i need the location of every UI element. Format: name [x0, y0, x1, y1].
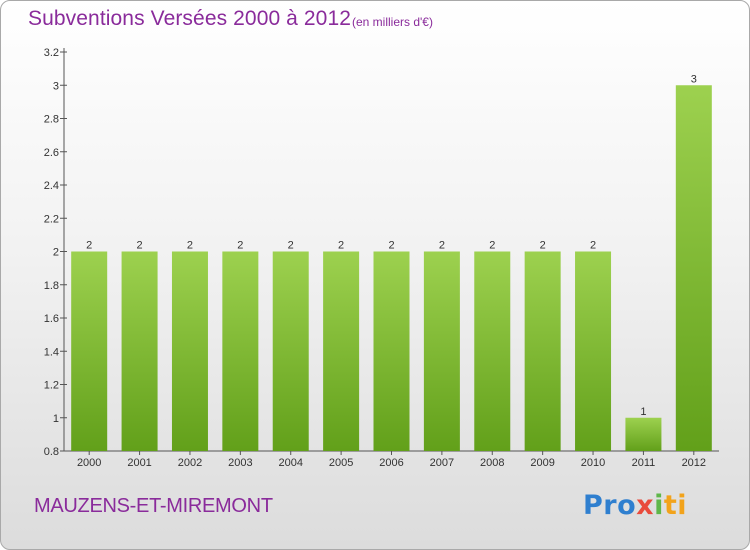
data-label: 2 — [590, 240, 596, 252]
bar-2012 — [675, 85, 712, 451]
bar-2008 — [474, 251, 511, 451]
commune-name: MAUZENS-ET-MIREMONT — [34, 495, 273, 517]
x-tick-label: 2010 — [581, 457, 605, 469]
x-tick-label: 2007 — [430, 457, 454, 469]
chart-title: Subventions Versées 2000 à 2012 — [28, 7, 352, 30]
logo-part-2: x — [636, 490, 655, 521]
data-label: 2 — [439, 240, 445, 252]
bar-2001 — [121, 251, 158, 451]
y-tick-label: 2.2 — [44, 213, 59, 225]
y-tick-label: 1.8 — [44, 280, 59, 292]
data-label: 2 — [338, 240, 344, 252]
y-tick-label: 1.2 — [44, 380, 59, 392]
logo-part-1: Pro — [583, 490, 637, 521]
data-label: 2 — [187, 240, 193, 252]
x-tick-label: 2005 — [329, 457, 353, 469]
y-tick-label: 3 — [53, 80, 59, 92]
y-tick-label: 1 — [53, 413, 59, 425]
data-label: 2 — [288, 240, 294, 252]
x-tick-label: 2004 — [278, 457, 302, 469]
bar-2011 — [625, 417, 662, 451]
x-tick-label: 2011 — [632, 457, 656, 469]
logo-part-3: i — [654, 490, 664, 521]
data-label: 2 — [237, 240, 243, 252]
y-tick-label: 2 — [53, 247, 59, 259]
x-tick-label: 2002 — [178, 457, 202, 469]
y-tick-label: 2.4 — [44, 180, 59, 192]
y-tick-label: 1.4 — [44, 346, 59, 358]
labels: 2000 2 2001 2 2002 2 2003 2 2004 2 2005 2 2006 2 2007 2… — [77, 73, 706, 469]
x-tick-label: 2003 — [228, 457, 252, 469]
data-label: 2 — [137, 240, 143, 252]
y-tick-label: 0.8 — [44, 446, 59, 458]
bar-2005 — [323, 251, 360, 451]
data-label: 2 — [86, 240, 92, 252]
x-tick-label: 2006 — [379, 457, 403, 469]
x-tick-label: 2000 — [77, 457, 101, 469]
bar-2004 — [272, 251, 309, 451]
y-tick-label: 2.6 — [44, 147, 59, 159]
x-tick-label: 2009 — [530, 457, 554, 469]
logo-part-4: ti — [663, 490, 688, 521]
bar-2009 — [524, 251, 561, 451]
data-label: 2 — [388, 240, 394, 252]
y-tick-label: 1.6 — [44, 313, 59, 325]
x-tick-label: 2008 — [480, 457, 504, 469]
data-label: 2 — [540, 240, 546, 252]
bar-2003 — [222, 251, 259, 451]
x-tick-label: 2001 — [127, 457, 151, 469]
proxiti-logo: Proxiti — [583, 490, 687, 521]
bar-2002 — [171, 251, 208, 451]
data-label: 1 — [640, 406, 646, 418]
x-tick-label: 2012 — [682, 457, 706, 469]
data-label: 2 — [489, 240, 495, 252]
bar-2006 — [373, 251, 410, 451]
bars — [71, 85, 712, 451]
bar-2007 — [423, 251, 460, 451]
bar-2010 — [575, 251, 612, 451]
y-tick-label: 2.8 — [44, 114, 59, 126]
bar-2000 — [71, 251, 108, 451]
data-label: 3 — [691, 73, 697, 85]
chart-unit-subtitle: (en milliers d'€) — [352, 15, 433, 29]
y-tick-label: 3.2 — [44, 47, 59, 59]
